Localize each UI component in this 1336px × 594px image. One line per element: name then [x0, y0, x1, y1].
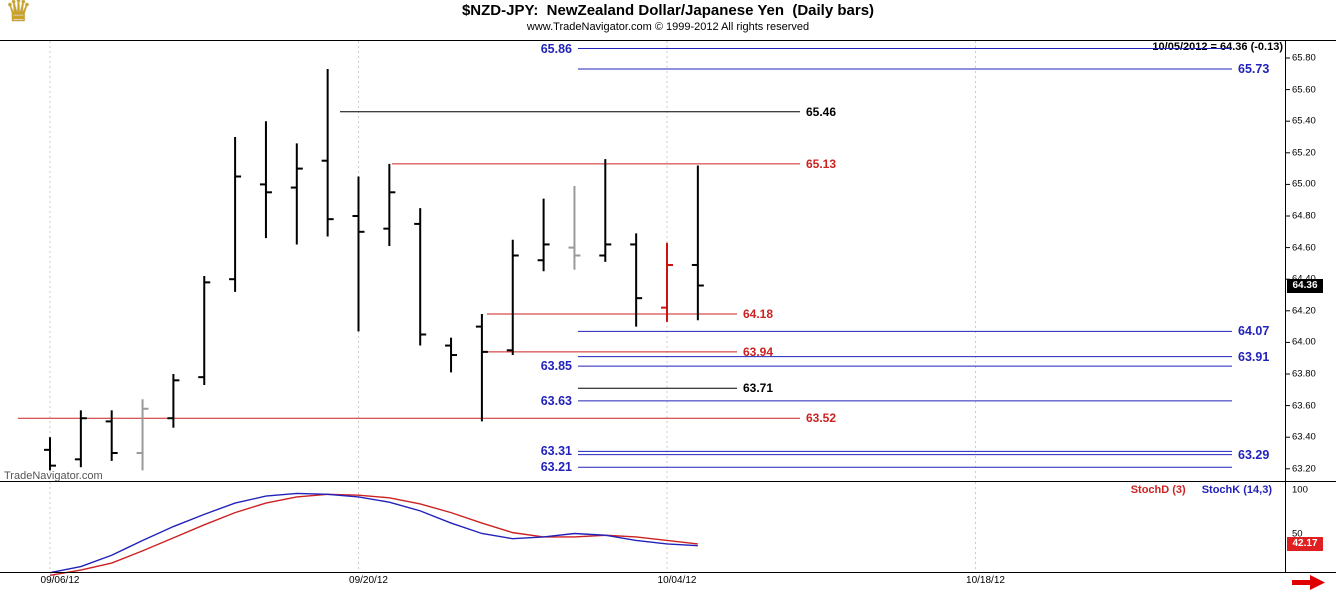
price-axis-label: 64.20	[1292, 305, 1316, 317]
stoch-axis-label: 50	[1292, 527, 1303, 539]
price-level-label: 64.07	[1238, 324, 1270, 339]
price-level-label: 63.52	[806, 411, 837, 426]
price-axis-label: 65.00	[1292, 178, 1316, 190]
price-level-label: 65.86	[540, 41, 572, 56]
price-level-label: 63.63	[540, 393, 572, 408]
panel-separator-bottom	[0, 572, 1336, 573]
stoch-k-label: StochK (14,3)	[1201, 484, 1272, 496]
price-level-label: 65.73	[1238, 61, 1270, 76]
price-axis-line	[1285, 40, 1286, 572]
last-price-badge: 64.36	[1287, 278, 1323, 293]
price-level-label: 63.29	[1238, 447, 1270, 462]
date-tick-label: 10/04/12	[657, 575, 697, 586]
chart-title: $NZD-JPY: NewZealand Dollar/Japanese Yen…	[461, 2, 875, 19]
date-tick-label: 10/18/12	[966, 575, 1005, 586]
stoch-k-line	[49, 492, 698, 574]
stoch-axis-label: 100	[1292, 484, 1308, 496]
watermark: TradeNavigator.com	[4, 470, 103, 482]
trade-navigator-logo-icon: ♛	[5, 0, 32, 28]
price-axis-label: 64.00	[1292, 336, 1316, 348]
stoch-d-label: StochD (3)	[1130, 484, 1186, 496]
scroll-forward-arrow-icon[interactable]	[1292, 574, 1328, 592]
price-level-label: 63.91	[1238, 349, 1270, 364]
price-level-label: 65.13	[806, 156, 837, 171]
panel-separator-middle	[0, 481, 1336, 482]
indicator-legend: StochD (3) StochK (14,3)	[1131, 484, 1272, 496]
price-axis-label: 65.40	[1292, 115, 1316, 127]
copyright-line: www.TradeNavigator.com © 1999-2012 All r…	[526, 21, 810, 33]
price-axis-label: 63.40	[1292, 431, 1316, 443]
price-level-label: 63.31	[540, 444, 572, 459]
price-axis-label: 63.80	[1292, 368, 1316, 380]
price-level-label: 63.85	[540, 358, 572, 373]
price-axis-label: 64.40	[1292, 273, 1316, 285]
price-axis-label: 65.20	[1292, 147, 1316, 159]
price-axis-label: 64.60	[1292, 241, 1316, 253]
last-quote-readout: 10/05/2012 = 64.36 (-0.13)	[1152, 41, 1283, 53]
date-tick-label: 09/06/12	[40, 575, 80, 586]
price-axis-label: 63.20	[1292, 463, 1316, 475]
price-level-label: 64.18	[743, 306, 774, 321]
price-level-label: 63.21	[540, 459, 572, 474]
panel-separator-top	[0, 40, 1336, 41]
price-axis-label: 65.60	[1292, 83, 1316, 95]
date-tick-label: 09/20/12	[349, 575, 388, 586]
stoch-d-line	[49, 493, 698, 576]
price-level-label: 63.71	[743, 381, 774, 396]
stoch-value-badge: 42.17	[1287, 536, 1323, 551]
price-axis-label: 64.80	[1292, 210, 1316, 222]
price-axis-label: 65.80	[1292, 52, 1316, 64]
price-level-label: 65.46	[806, 104, 837, 119]
price-axis-label: 63.60	[1292, 399, 1316, 411]
price-level-label: 63.94	[743, 344, 774, 359]
